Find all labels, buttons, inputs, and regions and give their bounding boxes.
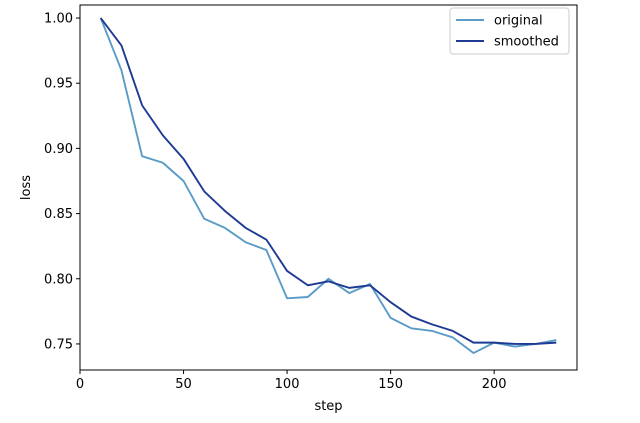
y-tick-label: 0.90 — [44, 142, 73, 157]
x-axis-ticks: 0 50 100 150 200 — [76, 370, 507, 392]
x-tick-label: 150 — [378, 377, 403, 392]
y-tick-label: 0.95 — [44, 77, 73, 92]
y-tick-label: 0.80 — [44, 272, 73, 287]
y-axis-label: loss — [19, 175, 34, 200]
x-tick-label: 0 — [76, 377, 84, 392]
y-tick-label: 1.00 — [44, 12, 73, 27]
y-axis-ticks: 0.75 0.80 0.85 0.90 0.95 1.00 — [44, 12, 80, 352]
plot-lines — [99, 17, 557, 354]
x-axis-label: step — [314, 399, 342, 414]
series-line-smoothed — [99, 17, 557, 345]
plot-frame — [79, 4, 578, 371]
legend-label-smoothed: smoothed — [494, 35, 559, 50]
x-tick-label: 50 — [175, 377, 192, 392]
legend: original smoothed — [449, 7, 570, 55]
series-line-original — [99, 17, 557, 354]
x-tick-label: 100 — [275, 377, 300, 392]
y-tick-label: 0.85 — [44, 207, 73, 222]
legend-label-original: original — [494, 14, 543, 29]
y-tick-label: 0.75 — [44, 337, 73, 352]
x-tick-label: 200 — [482, 377, 507, 392]
